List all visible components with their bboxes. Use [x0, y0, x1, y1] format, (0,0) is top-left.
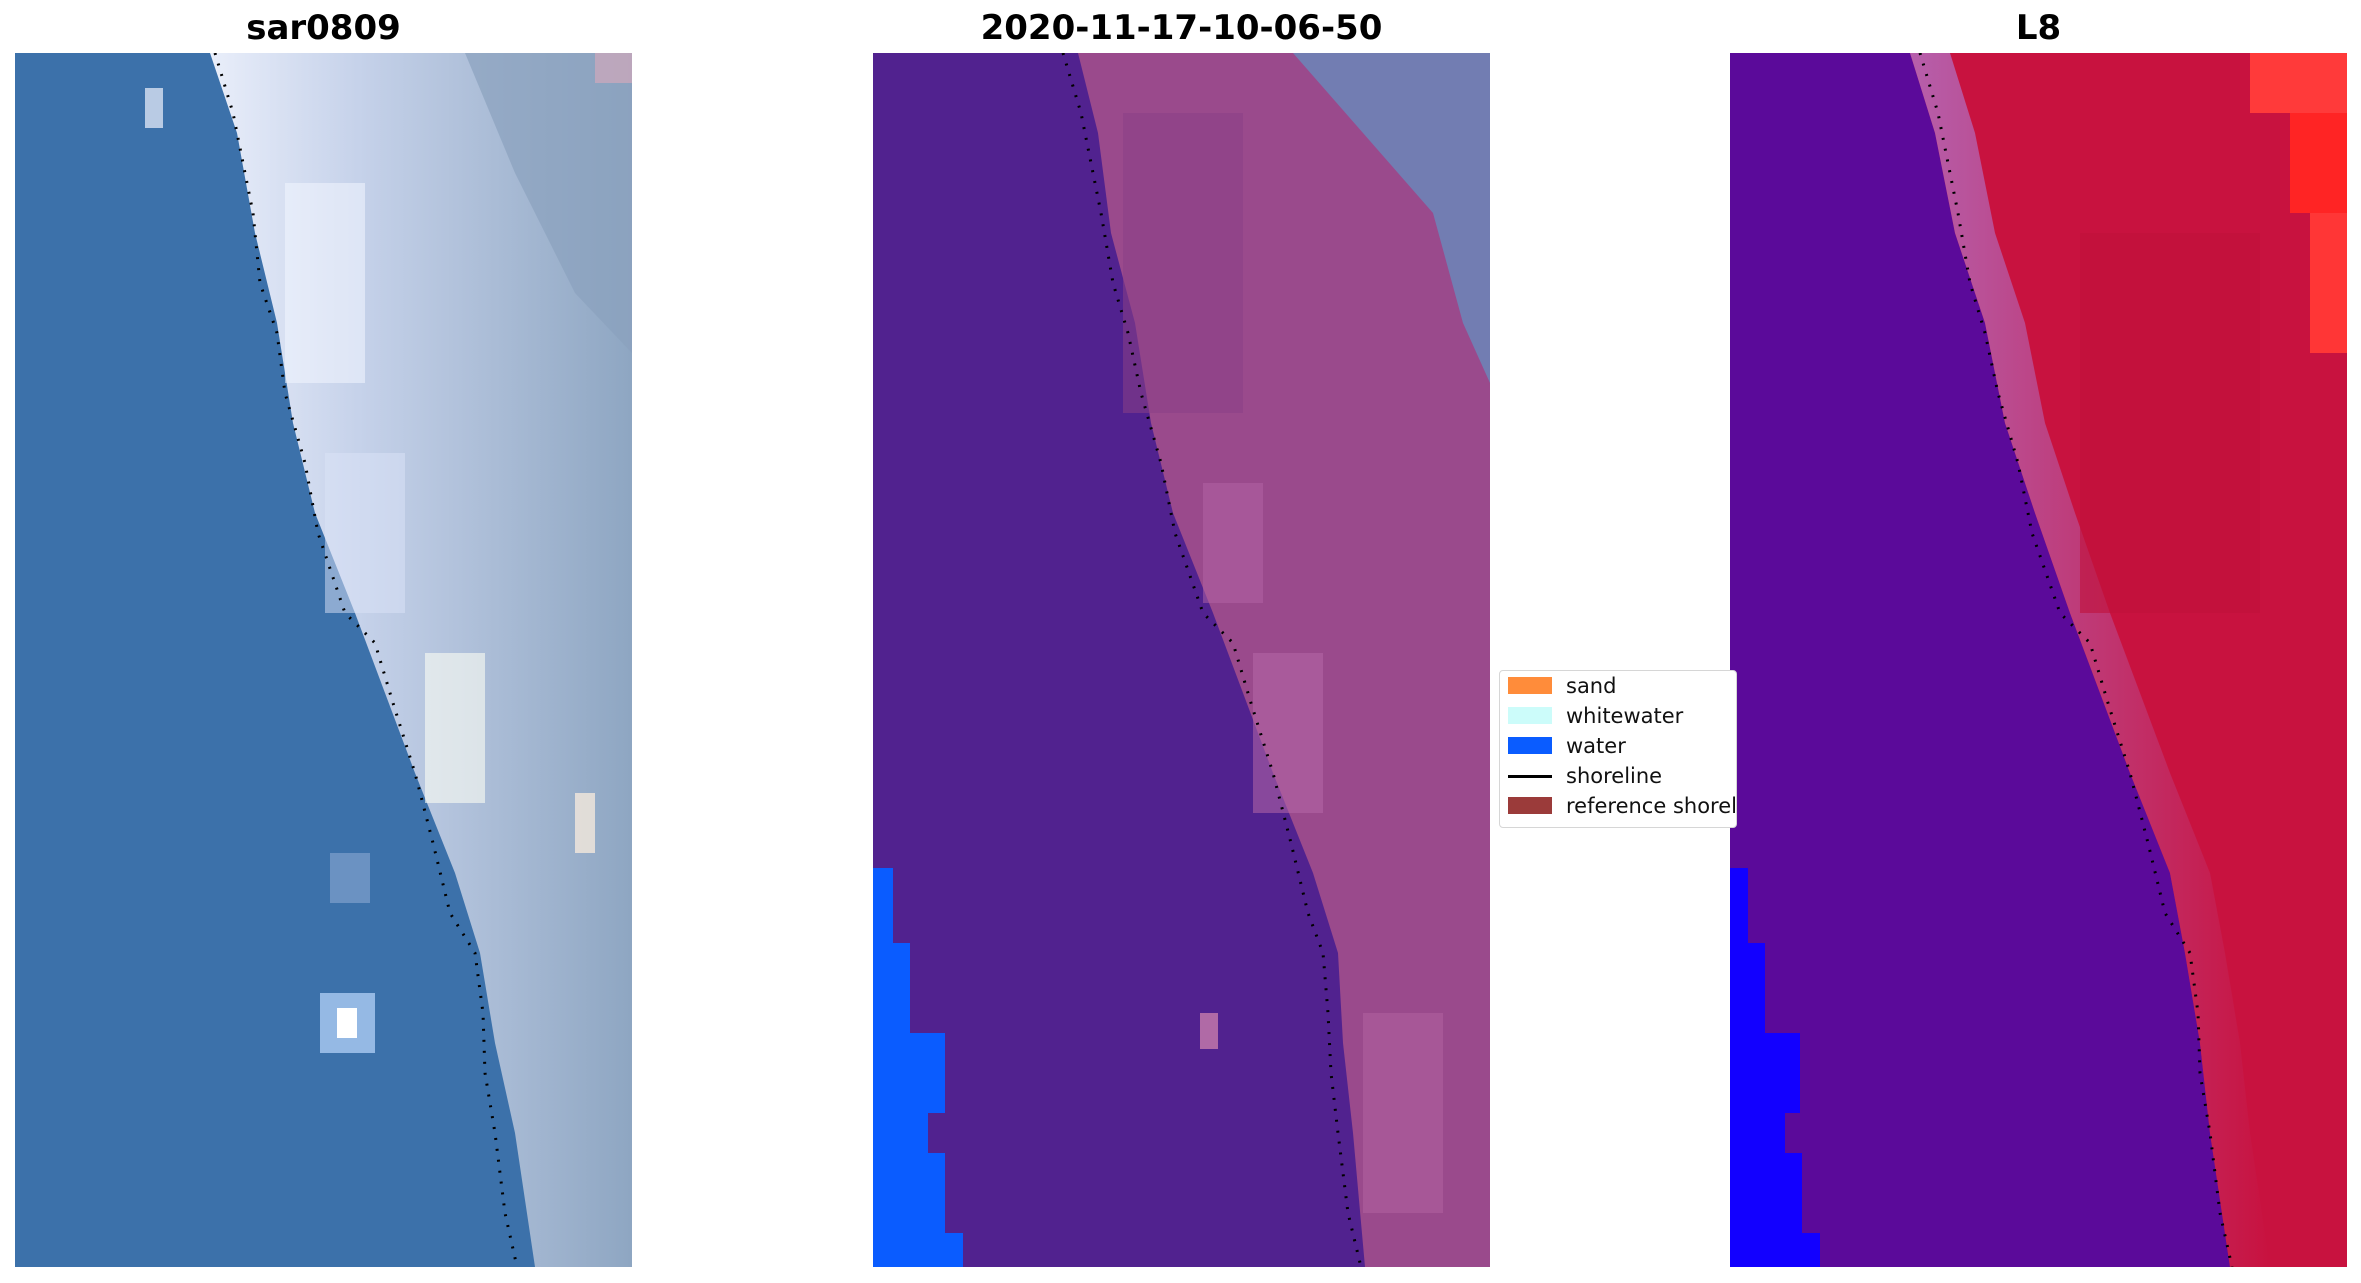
legend-line-shoreline: [1508, 775, 1552, 778]
panel-title-sar0809: sar0809: [246, 8, 401, 48]
true-color-svg: [15, 53, 632, 1267]
panel-title-l8: L8: [2015, 8, 2062, 48]
legend-item-water: water: [1500, 733, 1736, 759]
l8-image: [1730, 53, 2347, 1267]
legend-item-whitewater: whitewater: [1500, 703, 1736, 729]
legend-swatch-water: [1508, 737, 1552, 754]
classified-image: [873, 53, 1490, 1267]
legend-label-sand: sand: [1566, 674, 1617, 698]
legend-item-reference-shoreline: reference shoreline: [1500, 793, 1737, 819]
legend-label-reference-shoreline: reference shoreline: [1566, 794, 1737, 818]
legend-label-whitewater: whitewater: [1566, 704, 1684, 728]
legend-label-water: water: [1566, 734, 1626, 758]
true-color-image: [15, 53, 632, 1267]
legend-label-shoreline: shoreline: [1566, 764, 1663, 788]
legend-item-shoreline: shoreline: [1500, 763, 1736, 789]
legend-item-sand: sand: [1500, 673, 1736, 699]
legend: sand whitewater water shoreline referenc…: [1499, 670, 1737, 828]
classified-svg: [873, 53, 1490, 1267]
panel-title-date: 2020-11-17-10-06-50: [980, 8, 1383, 48]
legend-swatch-reference-shoreline: [1508, 797, 1552, 814]
legend-swatch-whitewater: [1508, 707, 1552, 724]
legend-swatch-sand: [1508, 677, 1552, 694]
l8-svg: [1730, 53, 2347, 1267]
